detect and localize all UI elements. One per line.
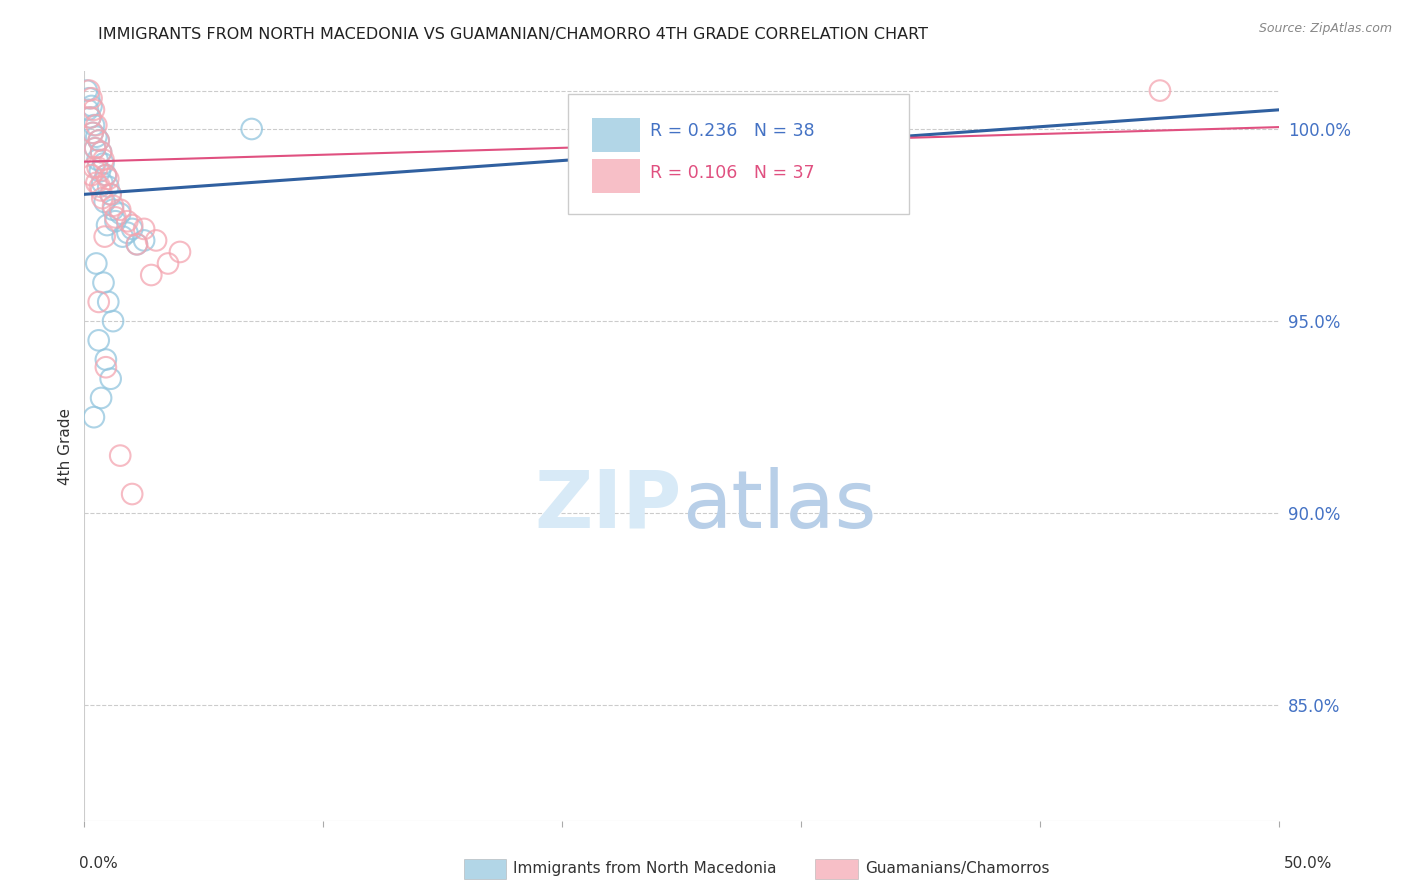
Point: [93, 194, 115, 209]
Point: [169, 244, 191, 259]
Point: [89, 179, 111, 194]
Point: [90, 184, 112, 198]
Point: [104, 214, 127, 228]
Text: Guamanians/Chamorros: Guamanians/Chamorros: [865, 862, 1049, 876]
Point: [110, 202, 132, 217]
Point: [93, 156, 115, 170]
Point: [101, 199, 124, 213]
Point: [82, 126, 104, 140]
Point: [86, 256, 108, 270]
Text: R = 0.106   N = 37: R = 0.106 N = 37: [650, 163, 814, 181]
Point: [117, 214, 139, 228]
Point: [121, 218, 143, 232]
Point: [86, 161, 108, 175]
Point: [94, 168, 117, 182]
Point: [125, 237, 148, 252]
Point: [94, 360, 117, 375]
Text: atlas: atlas: [682, 467, 876, 545]
Point: [84, 141, 107, 155]
FancyBboxPatch shape: [568, 94, 910, 214]
Point: [110, 449, 132, 463]
Point: [90, 145, 112, 159]
Point: [101, 314, 124, 328]
Point: [87, 294, 110, 309]
Point: [97, 179, 120, 194]
Text: Source: ZipAtlas.com: Source: ZipAtlas.com: [1258, 22, 1392, 36]
Point: [96, 218, 118, 232]
Point: [80, 91, 103, 105]
Point: [117, 226, 139, 240]
Point: [83, 161, 105, 175]
Point: [77, 103, 100, 117]
Text: 50.0%: 50.0%: [1284, 856, 1331, 871]
Point: [83, 103, 105, 117]
Point: [76, 84, 98, 98]
Point: [125, 237, 148, 252]
Point: [93, 276, 115, 290]
Point: [100, 372, 122, 386]
Point: [1149, 84, 1171, 98]
Point: [84, 141, 107, 155]
Point: [83, 118, 105, 132]
FancyBboxPatch shape: [592, 118, 640, 152]
Point: [80, 99, 103, 113]
Point: [121, 222, 143, 236]
Point: [87, 334, 110, 348]
Point: [89, 164, 111, 178]
Point: [240, 122, 263, 136]
Point: [90, 145, 112, 159]
Point: [100, 187, 122, 202]
Point: [86, 153, 108, 167]
Point: [101, 202, 124, 217]
Point: [132, 234, 156, 248]
Text: ZIP: ZIP: [534, 467, 682, 545]
Point: [111, 229, 134, 244]
Point: [97, 294, 120, 309]
Point: [90, 391, 112, 405]
Point: [86, 118, 108, 132]
Point: [82, 126, 104, 140]
Point: [94, 352, 117, 367]
Point: [91, 176, 114, 190]
Point: [77, 84, 100, 98]
Point: [100, 187, 122, 202]
Point: [93, 153, 115, 167]
Point: [141, 268, 163, 282]
Point: [87, 134, 110, 148]
Point: [97, 172, 120, 186]
Point: [86, 176, 108, 190]
Point: [132, 222, 156, 236]
Point: [93, 229, 115, 244]
Point: [94, 168, 117, 182]
Point: [145, 234, 167, 248]
Point: [91, 191, 114, 205]
Point: [83, 410, 105, 425]
Point: [87, 134, 110, 148]
Y-axis label: 4th Grade: 4th Grade: [58, 408, 73, 484]
Point: [80, 168, 103, 182]
Point: [121, 487, 143, 501]
Text: IMMIGRANTS FROM NORTH MACEDONIA VS GUAMANIAN/CHAMORRO 4TH GRADE CORRELATION CHAR: IMMIGRANTS FROM NORTH MACEDONIA VS GUAMA…: [98, 27, 928, 42]
Point: [79, 111, 101, 125]
Point: [110, 206, 132, 220]
Point: [157, 256, 180, 270]
Text: R = 0.236   N = 38: R = 0.236 N = 38: [650, 122, 814, 140]
Text: Immigrants from North Macedonia: Immigrants from North Macedonia: [513, 862, 776, 876]
Text: 0.0%: 0.0%: [79, 856, 118, 871]
Point: [79, 111, 101, 125]
FancyBboxPatch shape: [592, 159, 640, 193]
Point: [77, 91, 100, 105]
Point: [86, 129, 108, 144]
Point: [104, 211, 127, 225]
